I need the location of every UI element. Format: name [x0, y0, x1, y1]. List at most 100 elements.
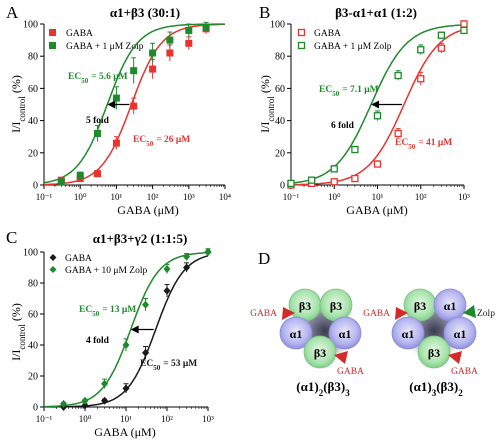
data-point-c-1-6	[183, 252, 191, 261]
y-tick-label-b-1: 20	[275, 148, 285, 159]
zolp-label: Zolp	[477, 309, 495, 319]
subunit-right-label-2: α1	[402, 327, 415, 341]
y-tick-label-a-5: 100	[23, 20, 38, 31]
panel-b-ec50-red: EC50 = 41 μM	[395, 138, 452, 151]
panel-b-ylabel-sub: control	[266, 96, 276, 122]
x-tick-label-c-4: 10³	[202, 414, 214, 424]
legend-a-marker-0	[49, 29, 56, 36]
x-tick-label-c-0: 10⁻¹	[36, 414, 53, 424]
subunit-left-label-0: β3	[299, 299, 311, 313]
fold-arrow-head-a	[107, 100, 116, 109]
subunit-right-2	[391, 316, 425, 350]
data-point-a-1-2	[93, 129, 101, 137]
subunit-right-3	[443, 316, 477, 350]
data-point-c-0-5	[163, 286, 171, 295]
y-tick-label-a-1: 20	[28, 148, 38, 159]
data-point-b-1-7	[437, 31, 446, 39]
panel-b-legend: GABA GABA + 1 μM Zolp	[297, 28, 392, 52]
panel-a-ec50-green: EC50 = 5.6 μM	[68, 72, 128, 85]
data-point-b-1-4	[373, 112, 382, 120]
data-point-b-0-8	[460, 20, 468, 28]
gaba-site-arrow-right-0	[395, 307, 408, 320]
legend-b-marker-0	[297, 28, 306, 37]
data-point-b-0-6	[417, 75, 425, 83]
data-point-a-0-5	[149, 65, 157, 73]
legend-a-label-1: GABA + 1 μM Zolp	[66, 42, 144, 52]
fold-arrow-head-c	[130, 325, 139, 334]
panel-c-fold-label: 4 fold	[86, 336, 110, 346]
gaba-site-arrow-right-1	[448, 351, 462, 364]
gaba-label-left-1: GABA	[337, 367, 364, 377]
x-tick-label-a-3: 10²	[147, 192, 159, 202]
panel-c-ylabel-unit: (%)	[9, 303, 23, 321]
subunit-right-label-4: β3	[428, 346, 440, 360]
legend-b-label-1: GABA + 1 μM Zolp	[314, 42, 392, 52]
chart-a: 0 20 40 60 80 100 10⁻¹ 10⁰ 10¹ 10² 10³ 10⁴	[23, 20, 231, 203]
data-point-b-1-3	[351, 145, 359, 154]
panel-a-ylabel-sub: control	[17, 96, 27, 122]
gaba-label-right-1: GABA	[451, 367, 478, 377]
data-point-a-0-2	[93, 170, 101, 178]
subunit-right-label-1: α1	[444, 299, 457, 313]
legend-c-label-0: GABA	[65, 254, 92, 264]
chart-b: 0 20 40 60 80 100 10⁻¹ 10⁰ 10¹ 10² 10³	[270, 20, 470, 203]
chart-c: 0 20 40 60 80 100 10⁻¹ 10⁰ 10¹ 10² 10³	[23, 248, 214, 425]
panel-a: A α1+β3 (30:1) I/Icontrol (%) GABA (μM) G…	[6, 3, 190, 217]
legend-b-marker-1	[297, 41, 306, 50]
y-tick-label-c-3: 60	[28, 310, 38, 321]
panel-c-legend: GABA GABA + 10 μM Zolp	[49, 254, 147, 276]
fit-curve-a-0	[44, 23, 225, 186]
y-tick-label-a-0: 0	[33, 181, 38, 192]
y-tick-label-b-0: 0	[280, 181, 285, 192]
subunit-left-2	[279, 316, 313, 350]
data-point-a-0-4	[130, 102, 138, 110]
y-tick-label-b-5: 100	[270, 20, 285, 31]
data-point-c-0-6	[183, 263, 191, 272]
panel-a-fold-label: 5 fold	[86, 116, 110, 126]
x-tick-label-b-3: 10²	[415, 192, 427, 202]
data-point-b-0-2	[330, 178, 338, 186]
panel-b-fold-label: 6 fold	[331, 121, 355, 131]
data-point-c-1-0	[60, 399, 68, 408]
panel-c-ylabel-main: I/I	[9, 350, 23, 361]
data-point-a-0-3	[112, 139, 120, 147]
panel-c-ec50-green: EC50 = 13 μM	[79, 305, 136, 318]
fit-curve-b-0	[291, 28, 465, 186]
data-point-c-0-4	[142, 348, 150, 357]
legend-a-label-0: GABA	[66, 29, 93, 39]
x-tick-label-c-3: 10²	[161, 414, 173, 424]
panel-c-ec50-black: EC50 = 53 μM	[140, 359, 197, 372]
x-tick-label-a-1: 10⁰	[74, 192, 87, 202]
subunit-left-label-2: α1	[290, 327, 303, 341]
zolp-site-arrow	[463, 305, 476, 318]
receptor-right-caption: (α1)3(β3)2	[409, 379, 463, 398]
y-tick-label-c-0: 0	[33, 403, 38, 414]
panel-b-ylabel-main: I/I	[258, 122, 272, 133]
panel-c-ylabel: I/Icontrol (%)	[9, 303, 27, 361]
panel-d: D β3 β3 α1 α1 β3 GABA GABA (α1)2(β3)3	[250, 249, 495, 398]
gaba-site-arrow-left-1	[334, 351, 348, 364]
data-point-b-0-7	[437, 44, 446, 52]
subunit-left-label-4: β3	[314, 346, 326, 360]
receptor-right: β3 α1 α1 α1 β3 GABA GABA Zolp (α1)3(β3)2	[363, 288, 495, 398]
subunit-left-3	[328, 316, 362, 350]
panel-b-letter: B	[259, 3, 270, 22]
legend-c-label-1: GABA + 10 μM Zolp	[65, 266, 147, 276]
y-tick-label-c-4: 80	[28, 279, 38, 290]
data-point-a-1-1	[76, 171, 84, 179]
gaba-label-left-0: GABA	[250, 309, 277, 319]
data-point-b-1-0	[287, 179, 295, 188]
panel-b-ec50-green: EC50 = 7.1 μM	[319, 85, 379, 98]
panel-c-letter: C	[6, 228, 17, 247]
gaba-site-arrow-left-0	[282, 307, 295, 320]
data-point-c-0-1	[81, 401, 89, 410]
panel-a-ylabel-unit: (%)	[9, 75, 23, 93]
y-tick-label-b-2: 40	[275, 116, 285, 127]
data-point-c-0-3	[122, 384, 130, 393]
data-point-c-0-2	[101, 396, 109, 405]
data-point-b-0-4	[373, 160, 382, 168]
panel-c-ylabel-sub: control	[17, 324, 27, 350]
panel-a-title: α1+β3 (30:1)	[110, 5, 180, 20]
panel-b-title: β3-α1+α1 (1:2)	[335, 5, 417, 20]
